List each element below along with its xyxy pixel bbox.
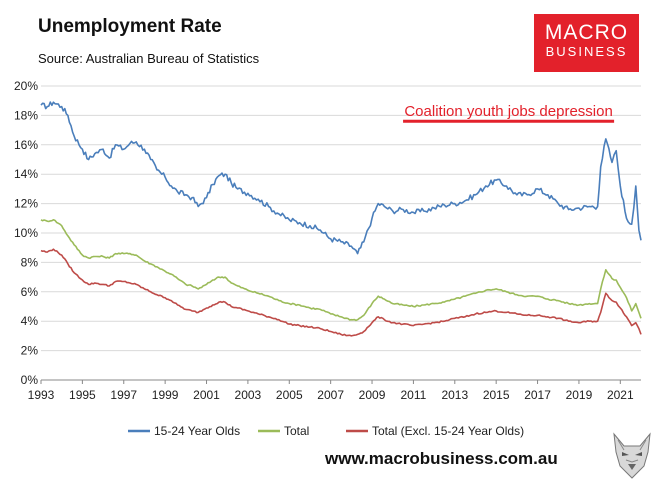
annotation-label: Coalition youth jobs depression xyxy=(404,103,612,120)
x-tick-label: 1999 xyxy=(152,388,179,402)
x-tick-label: 2013 xyxy=(441,388,468,402)
x-tick-label: 2003 xyxy=(235,388,262,402)
y-tick-label: 2% xyxy=(21,344,39,358)
x-tick-label: 2001 xyxy=(193,388,220,402)
y-tick-label: 6% xyxy=(21,285,39,299)
x-tick-label: 2021 xyxy=(607,388,634,402)
x-tick-label: 2005 xyxy=(276,388,303,402)
chart-source: Source: Australian Bureau of Statistics xyxy=(38,51,260,66)
y-tick-label: 8% xyxy=(21,255,39,269)
logo-line-1: MACRO xyxy=(544,21,629,44)
y-tick-label: 20% xyxy=(14,79,38,93)
x-tick-label: 1997 xyxy=(110,388,137,402)
legend-label: Total (Excl. 15-24 Year Olds) xyxy=(372,424,524,438)
logo-line-2: BUSINESS xyxy=(545,44,628,59)
x-tick-label: 2015 xyxy=(483,388,510,402)
chart-title: Unemployment Rate xyxy=(38,16,222,37)
y-tick-label: 14% xyxy=(14,167,38,181)
wolf-logo-icon xyxy=(613,432,651,479)
series-line-total xyxy=(40,219,642,322)
legend-label: Total xyxy=(284,424,309,438)
x-tick-label: 2011 xyxy=(401,388,427,402)
y-tick-label: 16% xyxy=(14,138,38,152)
legend-label: 15-24 Year Olds xyxy=(154,424,240,438)
x-tick-label: 2017 xyxy=(524,388,551,402)
x-tick-label: 1993 xyxy=(28,388,55,402)
series-line-youth xyxy=(40,101,642,255)
y-tick-label: 0% xyxy=(21,373,39,387)
y-tick-label: 18% xyxy=(14,108,38,122)
y-tick-label: 10% xyxy=(14,226,38,240)
macrobusiness-logo[interactable]: MACRO BUSINESS xyxy=(534,14,639,72)
series-line-total-excl-youth xyxy=(40,248,642,337)
x-tick-label: 1995 xyxy=(69,388,96,402)
x-tick-label: 2007 xyxy=(317,388,344,402)
y-tick-label: 4% xyxy=(21,314,39,328)
y-tick-label: 12% xyxy=(14,197,38,211)
website-url[interactable]: www.macrobusiness.com.au xyxy=(325,449,558,468)
x-tick-label: 2009 xyxy=(359,388,386,402)
x-tick-label: 2019 xyxy=(566,388,593,402)
